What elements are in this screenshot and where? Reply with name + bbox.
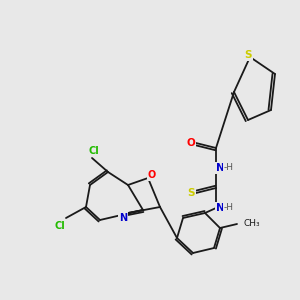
Text: N: N [216, 203, 224, 213]
Text: S: S [187, 188, 195, 198]
Text: -H: -H [224, 203, 234, 212]
Text: S: S [244, 50, 252, 60]
Text: O: O [187, 138, 195, 148]
Text: Cl: Cl [55, 221, 65, 231]
Text: CH₃: CH₃ [243, 220, 260, 229]
Text: N: N [119, 213, 127, 223]
Text: N: N [216, 163, 224, 173]
Text: O: O [148, 170, 156, 180]
Text: Cl: Cl [88, 146, 99, 156]
Text: -H: -H [224, 164, 234, 172]
